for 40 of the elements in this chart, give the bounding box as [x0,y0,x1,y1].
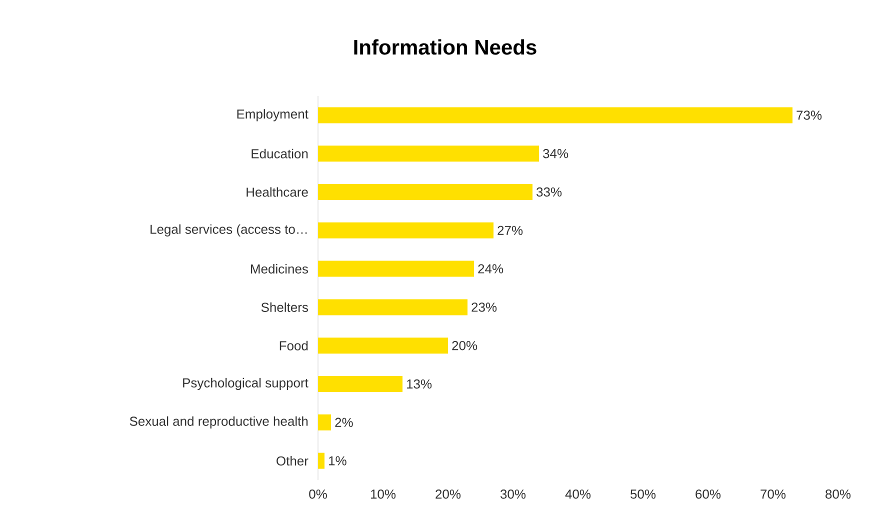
y-tick-label: Healthcare [246,187,308,197]
x-tick-label: 0% [309,490,327,499]
data-label: 33% [536,187,562,197]
y-tick-label: Employment [237,109,308,122]
x-tick-label: 50% [630,490,656,499]
y-tick-label: Sexual and reproductive health [130,416,308,428]
data-label: 20% [452,340,478,350]
data-label: 27% [498,226,523,235]
data-label: 13% [407,379,432,389]
bar [318,376,403,392]
y-tick-label: Medicines [251,264,308,274]
y-tick-label: Shelters [261,302,308,312]
y-tick-label: Other [276,456,308,466]
bar [318,260,474,277]
x-tick-label: 80% [826,490,851,499]
data-label: 2% [335,418,353,427]
y-tick-label: Education [252,148,308,158]
bar [318,146,539,162]
chart-title: Information Needs [354,39,536,55]
bar [318,107,792,124]
y-tick-label: Food [280,340,308,350]
x-tick-label: 30% [500,490,526,499]
x-tick-label: 70% [760,490,786,499]
data-label: 24% [478,264,504,274]
bar [318,299,468,316]
x-tick-label: 60% [696,490,721,499]
bar [318,222,494,238]
x-tick-label: 40% [565,490,591,499]
data-label: 1% [329,456,346,466]
x-tick-label: 10% [370,490,396,499]
y-tick-label: Legal services (access to… [150,224,307,236]
data-label: 34% [543,148,568,158]
y-tick-label: Psychological support [183,378,308,390]
data-label: 23% [472,302,497,312]
x-tick-label: 20% [436,490,461,499]
bar [318,184,532,200]
bar [318,338,448,354]
bar [318,452,325,469]
data-label: 73% [796,110,822,120]
bar [318,414,332,430]
